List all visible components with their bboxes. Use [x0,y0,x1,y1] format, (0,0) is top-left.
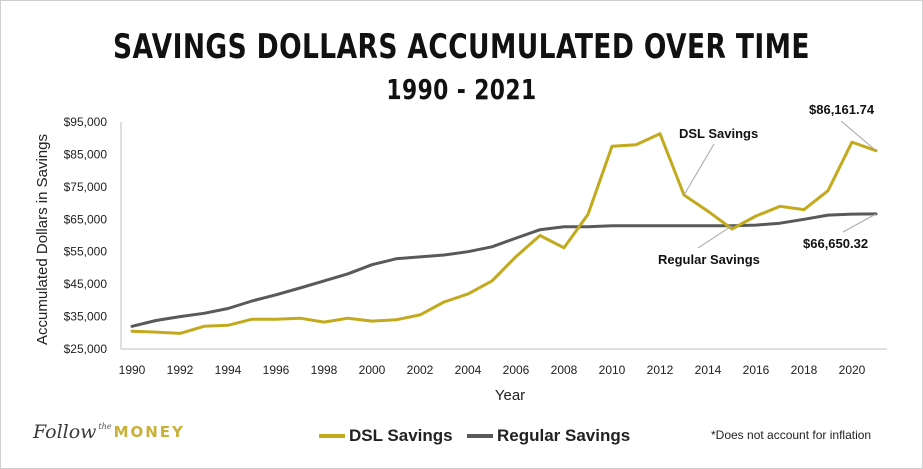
y-tick-label-3: $55,000 [64,245,108,259]
chart-subtitle: 1990 - 2021 [386,73,537,106]
x-tick-label-2: 1994 [215,363,242,377]
annotation-label-1: DSL Savings [679,126,758,141]
annotation-leader-1 [683,143,715,196]
y-tick-label-5: $75,000 [64,180,108,194]
legend-label-regular: Regular Savings [497,426,631,445]
annotation-label-2: Regular Savings [658,252,760,267]
y-tick-label-4: $65,000 [64,212,108,226]
annotation-label-0: $86,161.74 [809,102,875,117]
x-tick-label-4: 1998 [311,363,338,377]
x-tick-label-5: 2000 [359,363,386,377]
follow-the-money-logo: Follow the MONEY [33,421,185,443]
x-tick-label-13: 2016 [743,363,770,377]
x-tick-label-14: 2018 [791,363,818,377]
y-tick-label-6: $85,000 [64,147,108,161]
series-line-regular [130,212,878,328]
chart-title: SAVINGS DOLLARS ACCUMULATED OVER TIME [113,27,810,67]
x-tick-label-12: 2014 [695,363,722,377]
legend-swatch-dsl [319,434,345,438]
y-tick-label-2: $45,000 [64,277,108,291]
logo-word-money: MONEY [113,423,185,441]
y-tick-label-0: $25,000 [64,342,108,356]
x-axis-title: Year [495,387,525,404]
logo-word-the: the [98,421,112,431]
legend-item-dsl: DSL Savings [319,426,453,446]
inflation-footnote: *Does not account for inflation [711,428,872,442]
logo-word-follow: Follow [33,421,97,443]
line-chart: $25,000 $35,000 $45,000 $55,000 $65,000 $75,0… [34,102,887,404]
annotation-label-3: $66,650.32 [803,236,868,251]
annotation-leader-3 [842,213,877,233]
x-tick-label-15: 2020 [839,363,866,377]
x-tick-label-0: 1990 [119,363,146,377]
legend-swatch-regular [467,434,493,438]
annotation-leader-2 [697,225,733,249]
legend-label-dsl: DSL Savings [349,426,453,445]
x-tick-label-3: 1996 [263,363,290,377]
x-tick-label-6: 2002 [407,363,434,377]
x-tick-label-10: 2010 [599,363,626,377]
x-tick-label-8: 2006 [503,363,530,377]
x-tick-label-9: 2008 [551,363,578,377]
x-tick-label-1: 1992 [167,363,194,377]
y-tick-label-7: $95,000 [64,115,108,129]
x-tick-label-7: 2004 [455,363,482,377]
y-tick-label-1: $35,000 [64,310,108,324]
legend-item-regular: Regular Savings [467,426,630,446]
series-line-dsl [130,132,878,335]
y-axis-title: Accumulated Dollars in Savings [34,134,51,345]
x-tick-label-11: 2012 [647,363,674,377]
annotation-leader-0 [840,120,877,152]
